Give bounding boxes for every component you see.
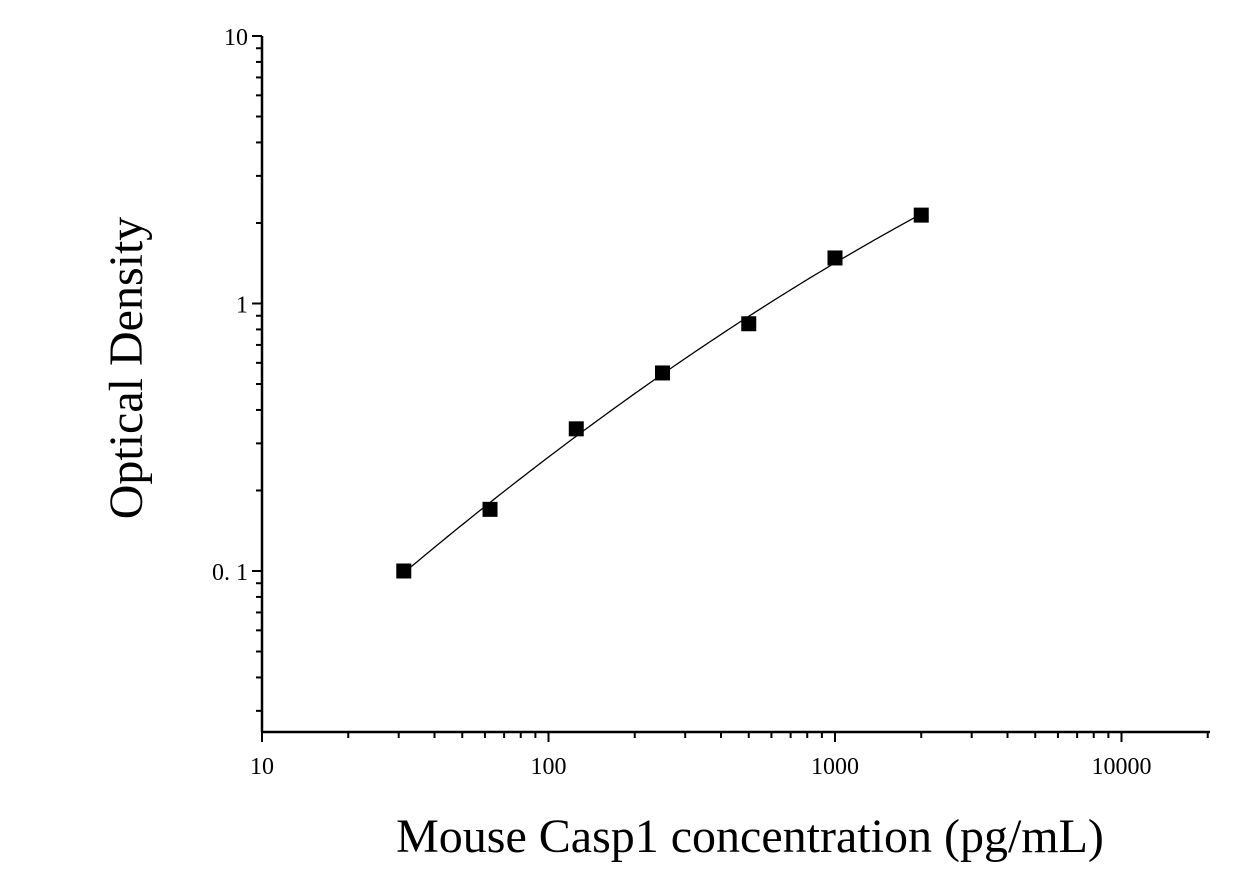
- data-point: [568, 421, 584, 437]
- data-points-layer: [396, 207, 929, 579]
- data-point: [655, 365, 671, 381]
- axes: 0. 1 1 10 10 100 1000 10000: [212, 25, 1210, 780]
- data-point: [396, 563, 412, 579]
- data-point: [741, 316, 757, 332]
- y-tick-label: 1: [236, 293, 248, 319]
- y-tick-label: 0. 1: [212, 560, 248, 586]
- y-tick-label: 10: [224, 25, 248, 51]
- fit-curve-line: [403, 213, 922, 574]
- x-tick-label: 10: [250, 754, 274, 780]
- x-axis-title: Mouse Casp1 concentration (pg/mL): [396, 810, 1104, 863]
- x-tick-label: 100: [531, 754, 567, 780]
- data-point: [827, 250, 843, 266]
- data-point: [913, 207, 929, 223]
- y-axis-title: Optical Density: [100, 217, 153, 520]
- fit-curve-layer: [403, 213, 922, 574]
- data-point: [482, 501, 498, 517]
- x-tick-label: 1000: [811, 754, 859, 780]
- x-tick-label: 10000: [1092, 754, 1152, 780]
